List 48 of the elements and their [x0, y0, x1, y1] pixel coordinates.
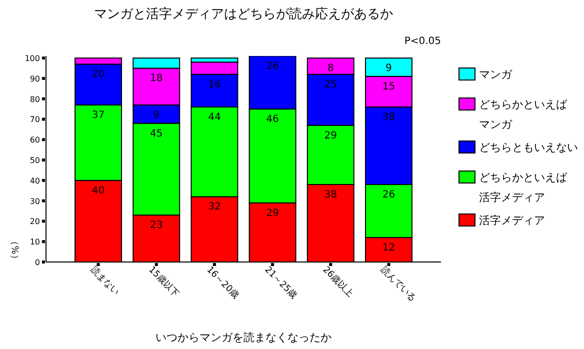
y-tick-label: 40 — [30, 176, 40, 186]
data-label: 40 — [92, 185, 105, 196]
data-label: 25 — [324, 79, 337, 90]
data-label: 45 — [150, 128, 163, 140]
data-label: 16 — [208, 79, 221, 90]
data-label: 15 — [382, 81, 396, 92]
y-tick-label: 90 — [30, 74, 40, 84]
data-label: 29 — [266, 208, 279, 219]
x-tick-label: 読んでいる — [378, 264, 418, 304]
data-label: 37 — [92, 110, 105, 121]
data-label: 32 — [208, 202, 221, 213]
data-label: 18 — [150, 73, 163, 84]
y-axis-title: （%） — [9, 236, 19, 264]
y-tick-label: 0 — [34, 258, 40, 267]
data-label: 38 — [382, 112, 396, 123]
y-tick-label: 50 — [30, 156, 40, 166]
x-tick-label: 読まない — [88, 264, 122, 298]
legend-label: どちらともいえない — [479, 141, 578, 154]
data-label: 26 — [382, 189, 396, 200]
x-tick-label: 26歳以上 — [320, 264, 356, 300]
data-label: 38 — [324, 189, 337, 200]
chart-title: マンガと活字メディアはどちらが読み応えがあるか — [94, 6, 393, 22]
y-tick-label: 100 — [24, 54, 40, 64]
data-label: 9 — [153, 110, 160, 121]
data-label: 23 — [150, 220, 163, 232]
legend-label: どちらかといえば活字メディア — [479, 171, 568, 204]
data-label: 29 — [324, 130, 337, 142]
y-tick-label: 70 — [30, 115, 40, 124]
x-tick-label: 21～25歳 — [262, 264, 300, 302]
y-tick-label: 80 — [30, 94, 40, 104]
data-label: 9 — [386, 63, 392, 74]
x-tick-label: 15歳以下 — [146, 264, 182, 300]
data-label: 12 — [382, 242, 396, 254]
data-label: 46 — [266, 114, 279, 126]
text: P<0.05 — [404, 36, 441, 47]
data-label: 20 — [92, 69, 105, 80]
y-tick-label: 10 — [30, 238, 40, 247]
data-label: 26 — [266, 61, 279, 72]
y-tick-label: 30 — [30, 196, 40, 206]
y-tick-label: 20 — [30, 217, 40, 226]
legend-label: 活字メディア — [479, 214, 545, 227]
legend-label: マンガ — [479, 68, 513, 81]
y-tick-label: 60 — [30, 136, 40, 145]
legend-label: どちらかといえばマンガ — [479, 98, 568, 131]
data-label: 44 — [208, 112, 221, 123]
x-axis-title: いつからマンガを読まなくなったか — [156, 331, 332, 344]
x-tick-label: 16～20歳 — [204, 264, 242, 302]
data-label: 8 — [327, 63, 334, 74]
